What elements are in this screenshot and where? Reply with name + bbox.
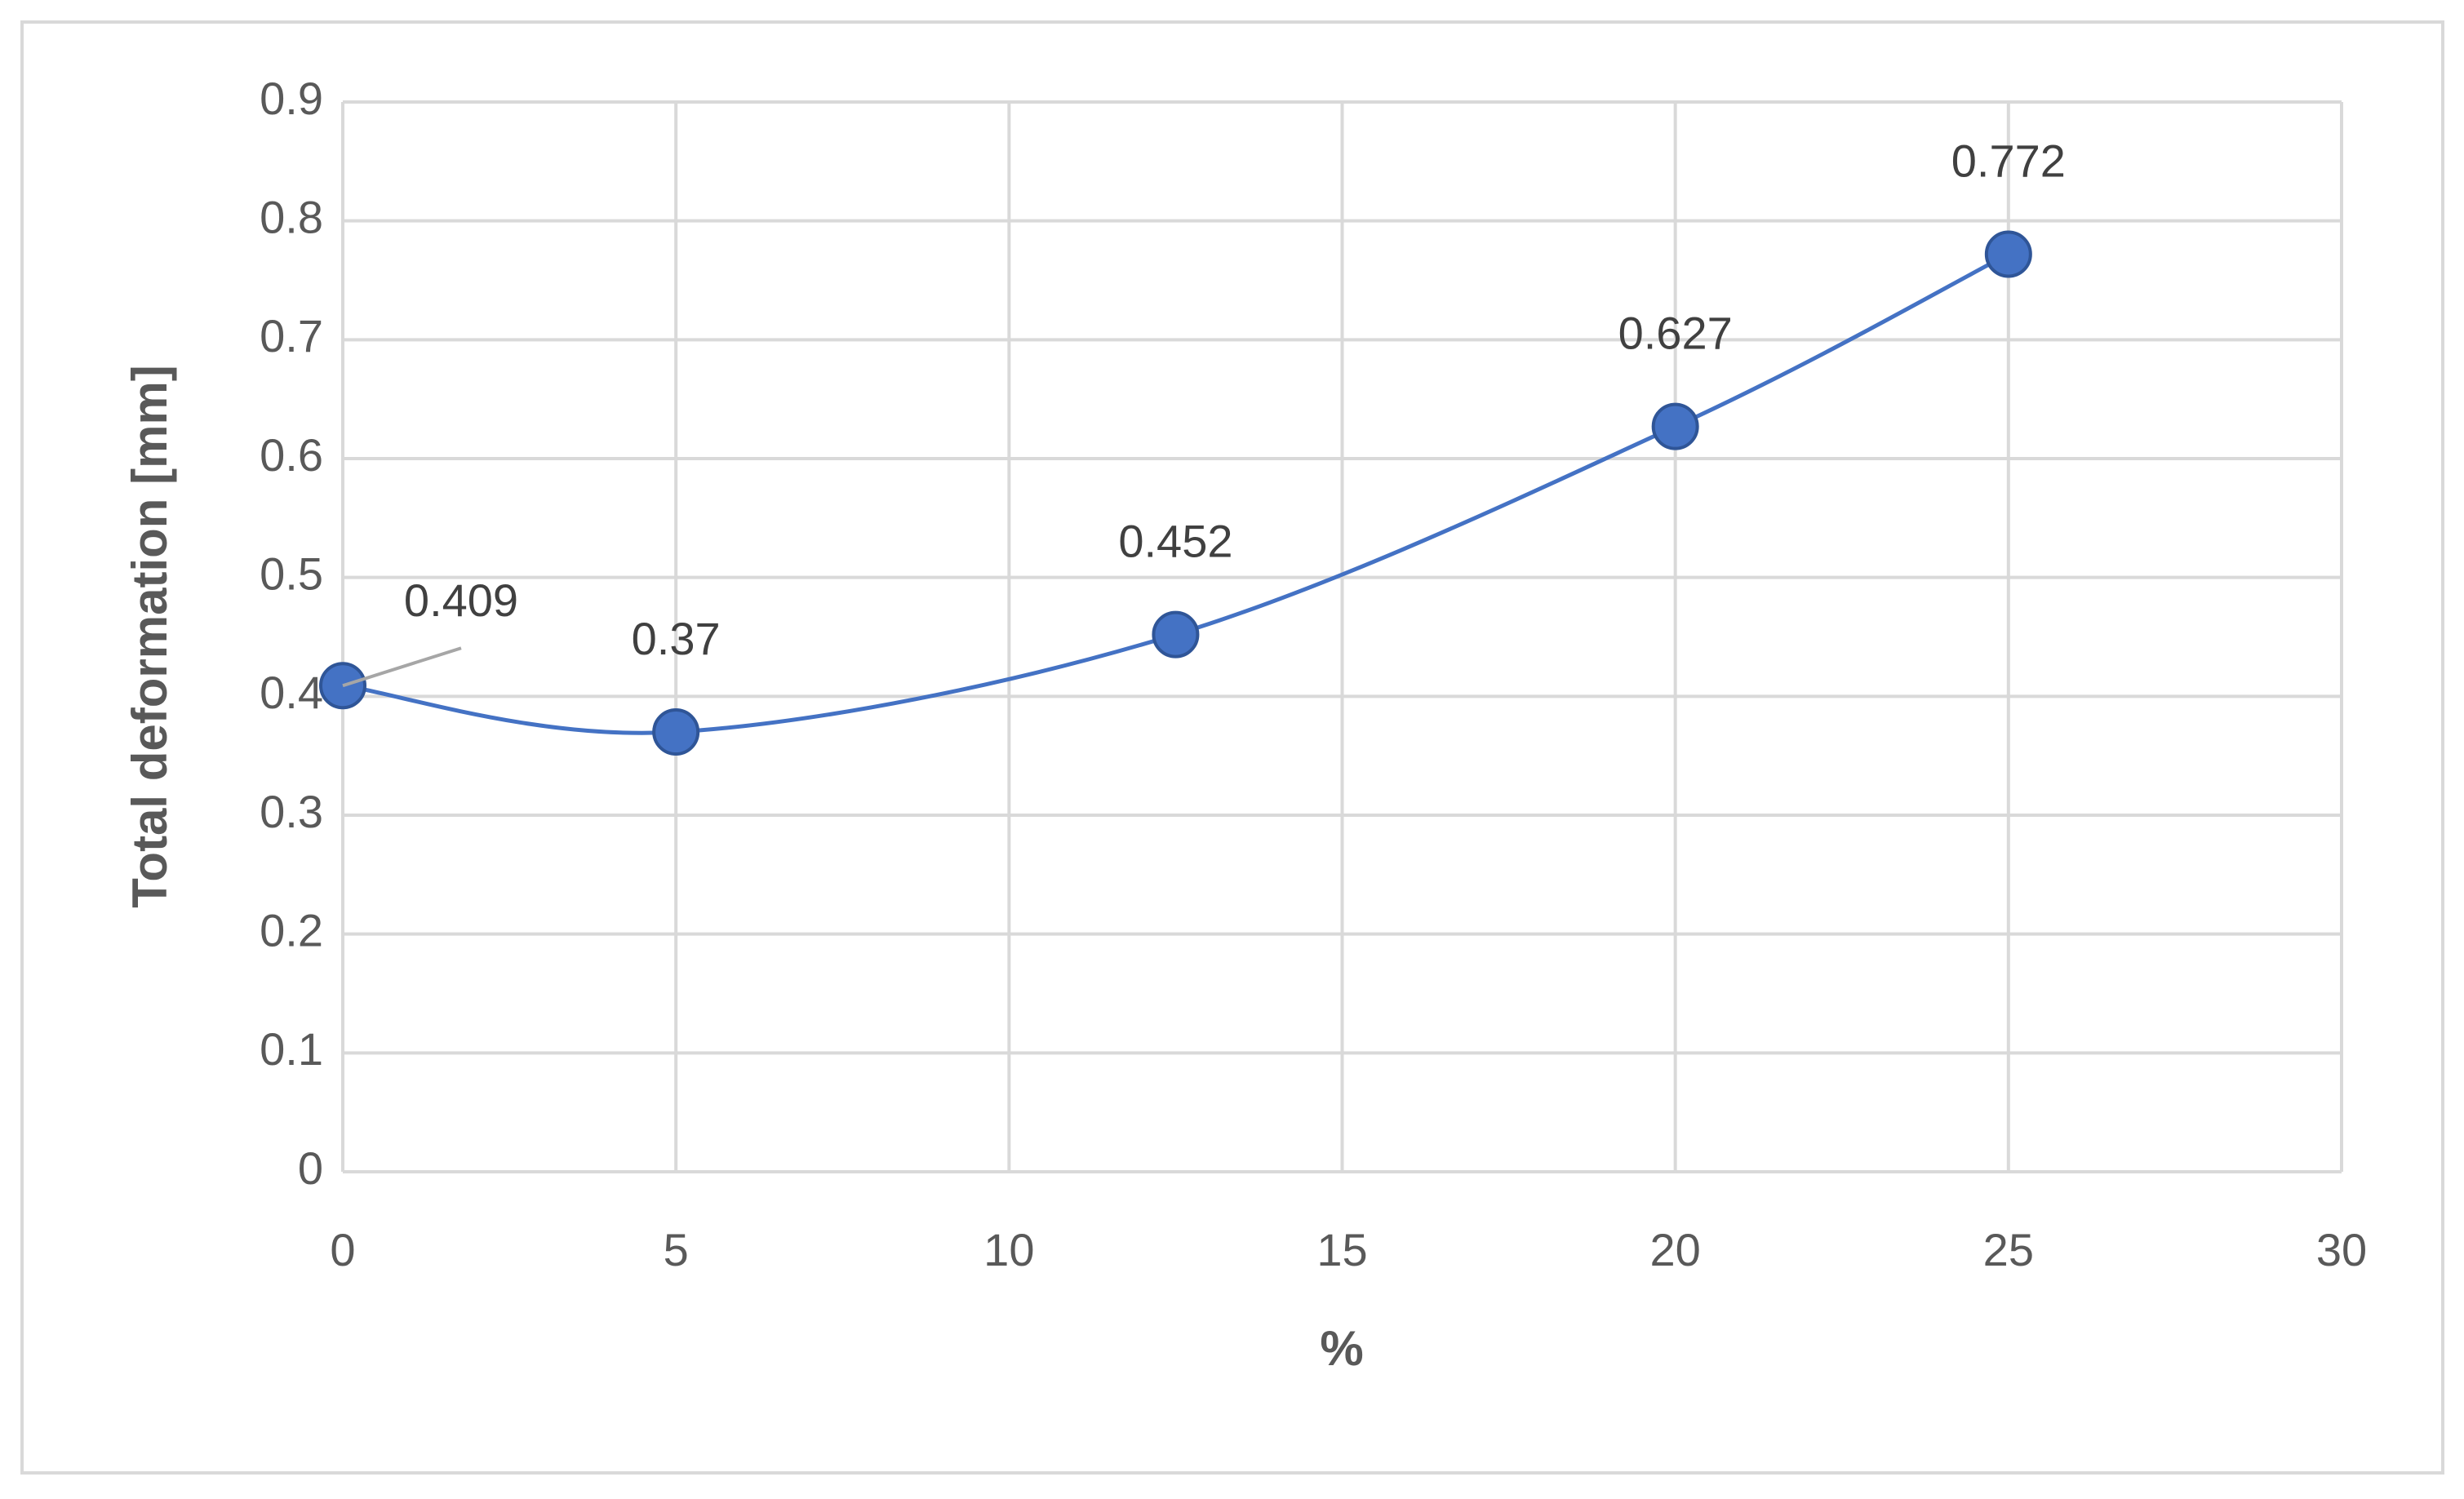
y-tick-label: 0.5: [260, 548, 323, 599]
y-tick-label: 0.8: [260, 191, 323, 242]
x-tick-label: 30: [2316, 1224, 2367, 1275]
data-point: [652, 708, 700, 756]
y-tick-label: 0.9: [260, 73, 323, 124]
y-tick-label: 0.6: [260, 429, 323, 481]
data-label: 0.409: [404, 574, 518, 626]
data-label: 0.37: [632, 613, 721, 664]
x-tick-label: 5: [664, 1224, 689, 1275]
data-point: [1984, 230, 2032, 278]
x-tick-label: 20: [1650, 1224, 1701, 1275]
label-leader: [342, 646, 462, 688]
x-axis-title: %: [1320, 1321, 1363, 1376]
y-tick-label: 0.7: [260, 310, 323, 361]
chart-border: [20, 20, 2444, 1475]
x-tick-label: 10: [983, 1224, 1034, 1275]
y-tick-label: 0.2: [260, 904, 323, 956]
data-label: 0.452: [1118, 515, 1232, 566]
data-point: [1152, 610, 1200, 659]
data-label: 0.627: [1618, 307, 1733, 358]
y-axis-title: Total deformation [mm]: [122, 365, 177, 908]
x-tick-label: 25: [1983, 1224, 2034, 1275]
data-label: 0.772: [1951, 135, 2066, 186]
y-tick-label: 0: [298, 1142, 323, 1194]
data-point: [1651, 402, 1699, 450]
y-tick-label: 0.4: [260, 667, 323, 718]
y-tick-label: 0.3: [260, 786, 323, 837]
x-tick-label: 0: [330, 1224, 355, 1275]
x-tick-label: 15: [1316, 1224, 1367, 1275]
y-tick-label: 0.1: [260, 1023, 323, 1075]
